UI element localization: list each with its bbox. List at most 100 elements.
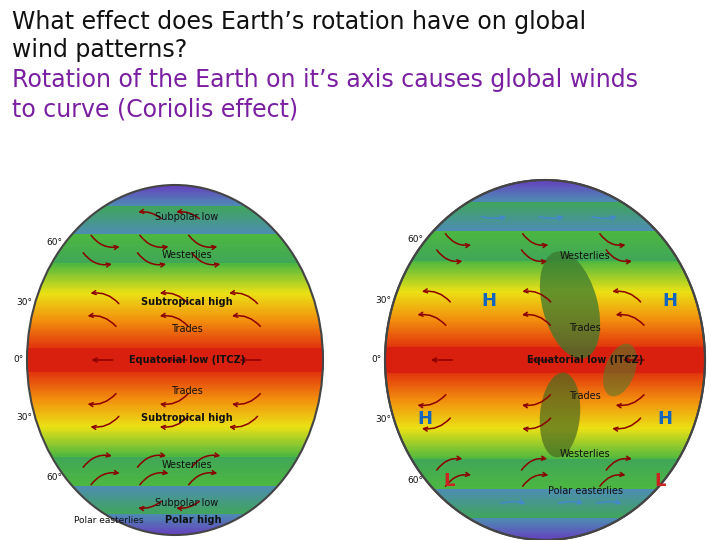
Bar <box>40 431 310 432</box>
Bar <box>387 386 703 387</box>
Bar <box>392 305 698 306</box>
Text: Polar high: Polar high <box>164 515 221 525</box>
Bar <box>76 230 274 231</box>
Bar <box>41 285 309 286</box>
Bar <box>129 193 221 194</box>
Bar <box>386 381 704 382</box>
Bar <box>34 412 316 413</box>
Bar <box>106 205 245 206</box>
Bar <box>399 286 691 287</box>
Bar <box>64 475 286 476</box>
Bar <box>470 518 620 519</box>
Bar <box>92 214 258 215</box>
Bar <box>420 247 670 248</box>
Bar <box>387 391 703 392</box>
Bar <box>32 312 318 313</box>
Ellipse shape <box>540 252 600 359</box>
Bar <box>42 435 308 437</box>
Bar <box>33 309 317 310</box>
Bar <box>42 437 307 438</box>
Bar <box>29 333 321 334</box>
Bar <box>28 379 322 381</box>
Bar <box>28 339 322 340</box>
Bar <box>123 195 227 197</box>
Bar <box>400 436 690 437</box>
Bar <box>148 531 202 532</box>
Bar <box>413 462 677 463</box>
Text: Westerlies: Westerlies <box>161 250 212 260</box>
Bar <box>135 191 215 192</box>
Bar <box>86 500 264 501</box>
Bar <box>386 342 704 344</box>
Bar <box>470 200 620 201</box>
Text: Westerlies: Westerlies <box>161 460 212 470</box>
Bar <box>400 435 690 436</box>
Bar <box>41 433 309 434</box>
Bar <box>459 511 631 512</box>
Bar <box>388 323 702 325</box>
Bar <box>27 343 323 344</box>
Bar <box>439 494 651 496</box>
Bar <box>461 206 629 208</box>
Bar <box>104 513 246 514</box>
Bar <box>53 260 297 261</box>
Bar <box>107 204 243 205</box>
Bar <box>116 520 234 521</box>
Text: H: H <box>657 410 672 428</box>
Bar <box>32 315 318 316</box>
Bar <box>390 316 701 318</box>
Bar <box>392 413 698 414</box>
Bar <box>32 314 318 315</box>
Bar <box>27 348 323 349</box>
Bar <box>385 372 705 373</box>
Bar <box>27 372 323 374</box>
Bar <box>83 222 267 224</box>
Bar <box>436 227 653 228</box>
Bar <box>387 329 703 330</box>
Bar <box>426 239 664 240</box>
Bar <box>387 336 703 338</box>
Bar <box>28 342 323 343</box>
Bar <box>97 508 253 509</box>
Bar <box>32 318 319 319</box>
Bar <box>385 357 705 358</box>
Bar <box>510 184 580 185</box>
Bar <box>385 363 705 364</box>
Bar <box>523 538 567 539</box>
Bar <box>52 457 298 458</box>
Bar <box>393 416 697 417</box>
Bar <box>40 430 310 431</box>
Bar <box>386 376 704 377</box>
Bar <box>116 199 234 200</box>
Bar <box>67 240 283 241</box>
Bar <box>35 414 315 416</box>
Bar <box>390 319 701 320</box>
Bar <box>54 460 296 461</box>
Bar <box>35 302 315 303</box>
Bar <box>44 441 306 442</box>
Bar <box>400 284 690 285</box>
Bar <box>86 499 264 500</box>
Text: 0°: 0° <box>14 355 24 364</box>
Bar <box>405 273 685 274</box>
Bar <box>392 309 698 310</box>
Bar <box>427 481 663 482</box>
Bar <box>409 455 681 456</box>
Bar <box>413 461 678 462</box>
Bar <box>27 346 323 347</box>
Bar <box>420 472 670 474</box>
Text: Equatorial low (ITCZ): Equatorial low (ITCZ) <box>129 355 245 365</box>
Bar <box>48 449 302 451</box>
Bar <box>63 473 287 474</box>
Bar <box>391 408 699 409</box>
Bar <box>88 218 262 219</box>
Bar <box>413 257 677 258</box>
Bar <box>100 510 250 511</box>
Bar <box>28 340 322 341</box>
Bar <box>99 509 251 510</box>
Bar <box>395 295 695 297</box>
Bar <box>36 299 314 300</box>
Bar <box>441 497 649 498</box>
Bar <box>389 399 701 400</box>
Bar <box>67 479 283 480</box>
